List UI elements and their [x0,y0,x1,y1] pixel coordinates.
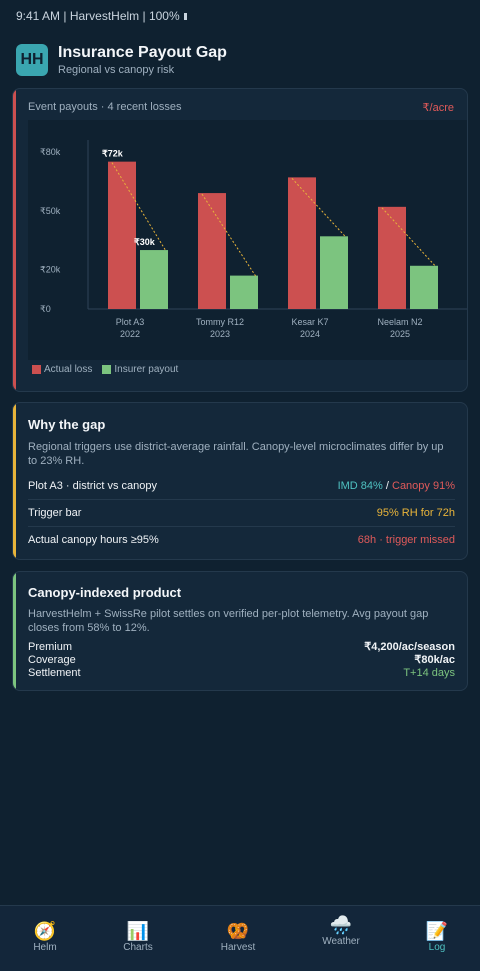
chart-unit: ₹/acre [422,102,454,114]
product-row-premium: Premium ₹4,200/ac/season [28,641,455,654]
y-tick-label: ₹50k [40,206,61,216]
row-label: Premium [28,641,73,653]
canopy-value: Canopy 91% [392,480,455,492]
legend-item-insurer-payout: Insurer payout [102,364,178,375]
card-description: HarvestHelm + SwissRe pilot settles on v… [28,608,429,634]
nav-label: Harvest [220,942,256,953]
chart-area: ₹80k ₹50k ₹20k ₹0 Plot A3 2022 Tommy R12 2023 Ke… [28,120,467,360]
nav-label: Charts [123,942,153,953]
x-tick-label: Neelam N2 [377,317,422,327]
nav-label: Log [428,942,446,953]
card-title: Canopy-indexed product [28,585,182,600]
legend-item-actual-loss: Actual loss [32,364,92,375]
card-description: Regional triggers use district-average r… [28,441,444,467]
row-label: Settlement [28,667,81,679]
y-tick-label: ₹80k [40,147,61,157]
pretzel-icon: 🥨 [226,921,250,941]
x-tick-year-label: 2025 [390,329,410,339]
data-label: ₹30k [134,237,156,247]
page-subtitle: Regional vs canopy risk [58,64,175,76]
row-value: 68h · trigger missed [357,534,455,546]
nav-label: Helm [33,942,57,953]
row-label: Trigger bar [28,507,82,519]
nav-item-harvest[interactable]: 🥨 Harvest [203,920,273,953]
data-label: ₹72k [102,149,124,159]
product-row-settlement: Settlement T+14 days [28,667,455,680]
row-value: 95% RH for 72h [376,507,455,519]
nav-item-helm[interactable]: 🧭 Helm [10,920,80,953]
gap-row-district-vs-canopy: Plot A3 · district vs canopy IMD 84% / C… [28,473,455,500]
card-accent-bar [13,572,16,690]
legend-swatch [102,365,112,374]
row-value: ₹80k/ac [414,654,455,666]
card-title: Why the gap [28,417,106,432]
bottom-nav: 🧭 Helm 📊 Charts 🥨 Harvest 🌧️ Weather 📝 L… [0,905,480,971]
chart-legend: Actual loss Insurer payout [32,364,178,375]
y-tick-label: ₹20k [40,265,61,275]
x-tick-year-label: 2023 [210,329,230,339]
actual-loss-bar [378,206,406,309]
insurer-payout-bar [410,265,438,309]
row-label: Plot A3 · district vs canopy [28,480,157,492]
insurer-payout-bar [320,236,348,309]
status-bar: 9:41 AM | HarvestHelm | 100% [16,9,187,23]
battery-icon [183,13,187,21]
memo-icon: 📝 [425,921,449,941]
chart-card-label: Event payouts · 4 recent losses [28,101,182,113]
row-value: ₹4,200/ac/season [364,641,455,653]
row-label: Actual canopy hours ≥95% [28,534,159,546]
insurer-payout-bar [230,275,258,309]
compass-icon: 🧭 [33,921,57,941]
app-logo: HH [16,44,48,76]
legend-label: Actual loss [44,364,93,375]
card-accent-bar [13,403,16,559]
gap-connector-line [111,162,167,252]
gap-row-trigger-bar: Trigger bar 95% RH for 72h [28,500,455,527]
actual-loss-bar [198,193,226,309]
row-label: Coverage [28,654,76,666]
why-gap-card: Why the gap Regional triggers use distri… [12,402,468,560]
gap-connector-line [291,178,347,238]
nav-item-charts[interactable]: 📊 Charts [103,920,173,953]
status-text: 9:41 AM | HarvestHelm | 100% [16,9,180,23]
nav-label: Weather [322,936,360,947]
payout-bar-chart: ₹80k ₹50k ₹20k ₹0 Plot A3 2022 Tommy R12 2023 Ke… [40,140,467,339]
card-accent-bar [13,89,16,391]
gap-connector-line [381,207,437,268]
product-row-coverage: Coverage ₹80k/ac [28,654,455,667]
legend-swatch [32,365,41,374]
x-tick-label: Plot A3 [116,317,145,327]
x-tick-year-label: 2024 [300,329,320,339]
legend-label: Insurer payout [114,364,179,375]
row-value: T+14 days [403,667,455,679]
x-tick-label: Kesar K7 [291,317,328,327]
gap-connector-line [201,193,257,277]
nav-item-weather[interactable]: 🌧️ Weather [306,914,376,947]
payout-chart-card: Event payouts · 4 recent losses ₹/acre ₹… [12,88,468,392]
y-tick-label: ₹0 [40,304,51,314]
imd-value: IMD 84% [337,480,383,492]
gap-row-canopy-hours: Actual canopy hours ≥95% 68h · trigger m… [28,527,455,553]
insurer-payout-bar [140,250,168,309]
app-header: HH Insurance Payout Gap Regional vs cano… [16,43,227,77]
bar-chart-icon: 📊 [126,921,150,941]
canopy-product-card: Canopy-indexed product HarvestHelm + Swi… [12,571,468,691]
value-separator: / [382,480,392,492]
nav-item-log[interactable]: 📝 Log [402,920,472,953]
x-tick-label: Tommy R12 [196,317,244,327]
actual-loss-bar [108,161,136,309]
rain-cloud-icon: 🌧️ [329,915,353,935]
x-tick-year-label: 2022 [120,329,140,339]
page-title: Insurance Payout Gap [58,44,227,61]
actual-loss-bar [288,177,316,309]
